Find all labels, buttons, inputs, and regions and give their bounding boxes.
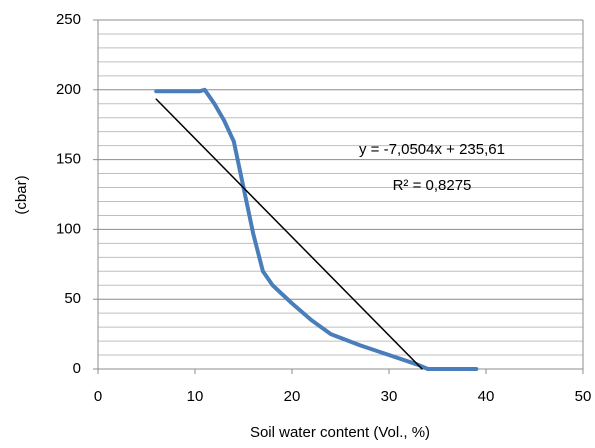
y-tick-label: 250 [56, 11, 81, 28]
x-tick-label: 30 [381, 388, 398, 405]
x-tick-label: 20 [284, 388, 301, 405]
equation: y = -7,0504x + 235,61 [359, 141, 505, 158]
x-tick-label: 50 [575, 388, 592, 405]
trend-line [155, 98, 423, 370]
x-tick-label: 0 [94, 388, 102, 405]
y-tick-label: 200 [56, 81, 81, 98]
y-axis-title: (cbar) [13, 175, 30, 214]
x-tick-label: 10 [187, 388, 204, 405]
x-tick-label: 40 [478, 388, 495, 405]
y-tick-label: 0 [73, 360, 81, 377]
r-squared: R² = 0,8275 [393, 177, 472, 194]
x-axis-title: Soil water content (Vol., %) [250, 424, 430, 441]
y-tick-label: 150 [56, 151, 81, 168]
y-tick-label: 100 [56, 220, 81, 237]
y-tick-label: 50 [64, 290, 81, 307]
